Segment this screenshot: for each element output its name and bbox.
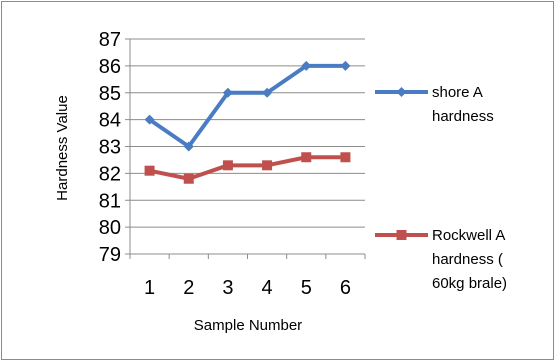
x-tick-label: 5 (301, 277, 312, 299)
legend-label-2: hardness ( (432, 251, 503, 268)
legend-label-2: 60kg brale) (432, 275, 507, 292)
data-point-series-2 (183, 173, 194, 184)
data-point-series-1 (183, 141, 194, 152)
y-tick-label: 83 (99, 137, 121, 159)
y-tick-label: 86 (99, 56, 121, 78)
data-point-series-1 (262, 87, 273, 98)
data-point-series-1 (340, 60, 351, 71)
data-point-series-1 (144, 114, 155, 125)
legend-marker-2 (396, 230, 407, 240)
series-lines (144, 60, 351, 184)
series-line-2 (149, 155, 346, 181)
legend-label-1: shore A (432, 84, 483, 101)
y-tick-label: 82 (99, 163, 121, 185)
data-point-series-2 (301, 152, 312, 163)
y-tick-label: 81 (99, 190, 121, 212)
data-point-series-1 (301, 60, 312, 71)
x-tick-label: 6 (340, 277, 351, 299)
y-tick-label: 84 (99, 110, 121, 132)
data-point-series-2 (222, 160, 233, 171)
y-tick-label: 85 (99, 83, 121, 105)
series-line-1 (148, 63, 346, 149)
x-tick-label: 4 (262, 277, 273, 299)
axes: 79 80 81 82 83 84 85 86 87 1 2 3 4 5 6 (99, 29, 366, 299)
y-tick-label: 80 (99, 217, 121, 239)
legend: shore A hardness Rockwell A hardness ( 60kg … (375, 84, 507, 292)
data-point-series-2 (340, 152, 351, 163)
y-axis-title: Hardness Value (54, 95, 71, 201)
y-tick-label: 79 (99, 244, 121, 266)
y-tick-label: 87 (99, 29, 121, 51)
legend-label-1: hardness (432, 108, 494, 125)
x-tick-label: 1 (144, 277, 155, 299)
data-point-series-1 (222, 87, 233, 98)
data-point-series-2 (144, 165, 155, 176)
x-tick-label: 2 (183, 277, 194, 299)
legend-label-2: Rockwell A (432, 227, 505, 244)
x-axis-title: Sample Number (194, 317, 302, 334)
data-point-series-2 (262, 160, 273, 171)
x-tick-label: 3 (222, 277, 233, 299)
legend-marker-1 (396, 87, 407, 97)
